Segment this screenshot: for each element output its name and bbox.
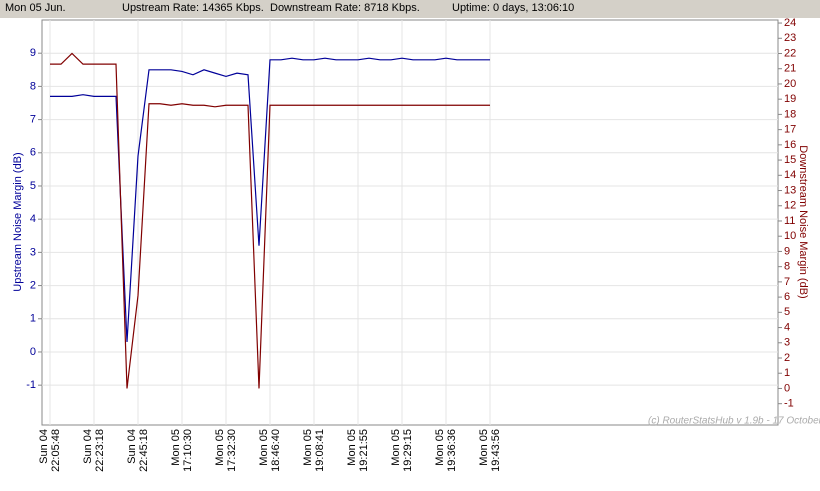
upstream-rate: Upstream Rate: 14365 Kbps. bbox=[122, 2, 264, 14]
y-tick-label: 7 bbox=[30, 113, 36, 125]
y2-tick-label: 12 bbox=[784, 200, 796, 212]
y2-tick-label: 11 bbox=[784, 215, 795, 227]
y2-tick-label: 18 bbox=[784, 108, 796, 120]
y2-tick-label: 2 bbox=[784, 352, 790, 364]
y-tick-label: 3 bbox=[30, 246, 36, 258]
y2-tick-label: 22 bbox=[784, 47, 796, 59]
chart: Upstream Noise Margin (dB) Downstream No… bbox=[12, 17, 820, 427]
x-tick-label: Mon 05 17:32:30 bbox=[214, 429, 238, 472]
y2-tick-label: -1 bbox=[784, 398, 794, 410]
y2-tick-label: 13 bbox=[784, 184, 796, 196]
y-tick-label: 1 bbox=[30, 313, 36, 325]
x-tick-label: Mon 05 19:43:56 bbox=[478, 429, 502, 472]
downstream-rate: Downstream Rate: 8718 Kbps. bbox=[270, 2, 420, 14]
series-line bbox=[50, 57, 490, 343]
y2-tick-label: 23 bbox=[784, 32, 796, 44]
y2-tick-label: 9 bbox=[784, 245, 790, 257]
header-bar: Mon 05 Jun. Upstream Rate: 14365 Kbps. D… bbox=[0, 0, 820, 18]
x-tick-label: Sun 04 22:05:48 bbox=[38, 429, 62, 472]
x-tick-label: Mon 05 19:21:55 bbox=[346, 429, 370, 472]
x-tick-label: Mon 05 19:08:41 bbox=[302, 429, 326, 472]
x-tick-label: Mon 05 19:36:36 bbox=[434, 429, 458, 472]
y2-tick-label: 17 bbox=[784, 124, 796, 136]
y2-tick-label: 16 bbox=[784, 139, 796, 151]
page: Mon 05 Jun. Upstream Rate: 14365 Kbps. D… bbox=[0, 0, 820, 472]
y2-tick-label: 5 bbox=[784, 306, 790, 318]
y-axis-label: Upstream Noise Margin (dB) bbox=[12, 152, 24, 291]
x-tick-label: Sun 04 22:23:18 bbox=[82, 429, 106, 472]
uptime: Uptime: 0 days, 13:06:10 bbox=[452, 2, 575, 14]
y2-tick-label: 20 bbox=[784, 78, 796, 90]
y2-tick-label: 14 bbox=[784, 169, 796, 181]
y2-tick-label: 0 bbox=[784, 382, 790, 394]
y2-tick-label: 15 bbox=[784, 154, 796, 166]
y2-tick-label: 6 bbox=[784, 291, 790, 303]
plot-frame bbox=[41, 19, 779, 426]
y-tick-label: 5 bbox=[30, 180, 36, 192]
y2-tick-label: 7 bbox=[784, 276, 790, 288]
y2-tick-label: 8 bbox=[784, 261, 790, 273]
y-tick-label: 6 bbox=[30, 147, 36, 159]
y2-tick-label: 24 bbox=[784, 17, 796, 29]
y2-tick-label: 21 bbox=[784, 63, 796, 75]
x-tick-label: Mon 05 19:29:15 bbox=[390, 429, 414, 472]
y2-axis-label: Downstream Noise Margin (dB) bbox=[797, 145, 809, 298]
y-tick-label: -1 bbox=[26, 379, 36, 391]
y2-tick-label: 4 bbox=[784, 321, 790, 333]
date: Mon 05 Jun. bbox=[5, 2, 66, 14]
x-tick-label: Mon 05 17:10:30 bbox=[170, 429, 194, 472]
x-tick-label: Sun 04 22:45:18 bbox=[126, 429, 150, 472]
y-tick-label: 2 bbox=[30, 279, 36, 291]
y2-tick-label: 3 bbox=[784, 337, 790, 349]
y-tick-label: 8 bbox=[30, 80, 36, 92]
y-tick-label: 4 bbox=[30, 213, 36, 225]
y-tick-label: 0 bbox=[30, 346, 36, 358]
y2-tick-label: 1 bbox=[784, 367, 790, 379]
y2-tick-label: 19 bbox=[784, 93, 796, 105]
series-line bbox=[50, 52, 490, 389]
y2-tick-label: 10 bbox=[784, 230, 796, 242]
watermark: (c) RouterStatsHub v 1.9b - 17 October 2 bbox=[648, 416, 820, 427]
x-tick-label: Mon 05 18:46:40 bbox=[258, 429, 282, 472]
y-tick-label: 9 bbox=[30, 47, 36, 59]
